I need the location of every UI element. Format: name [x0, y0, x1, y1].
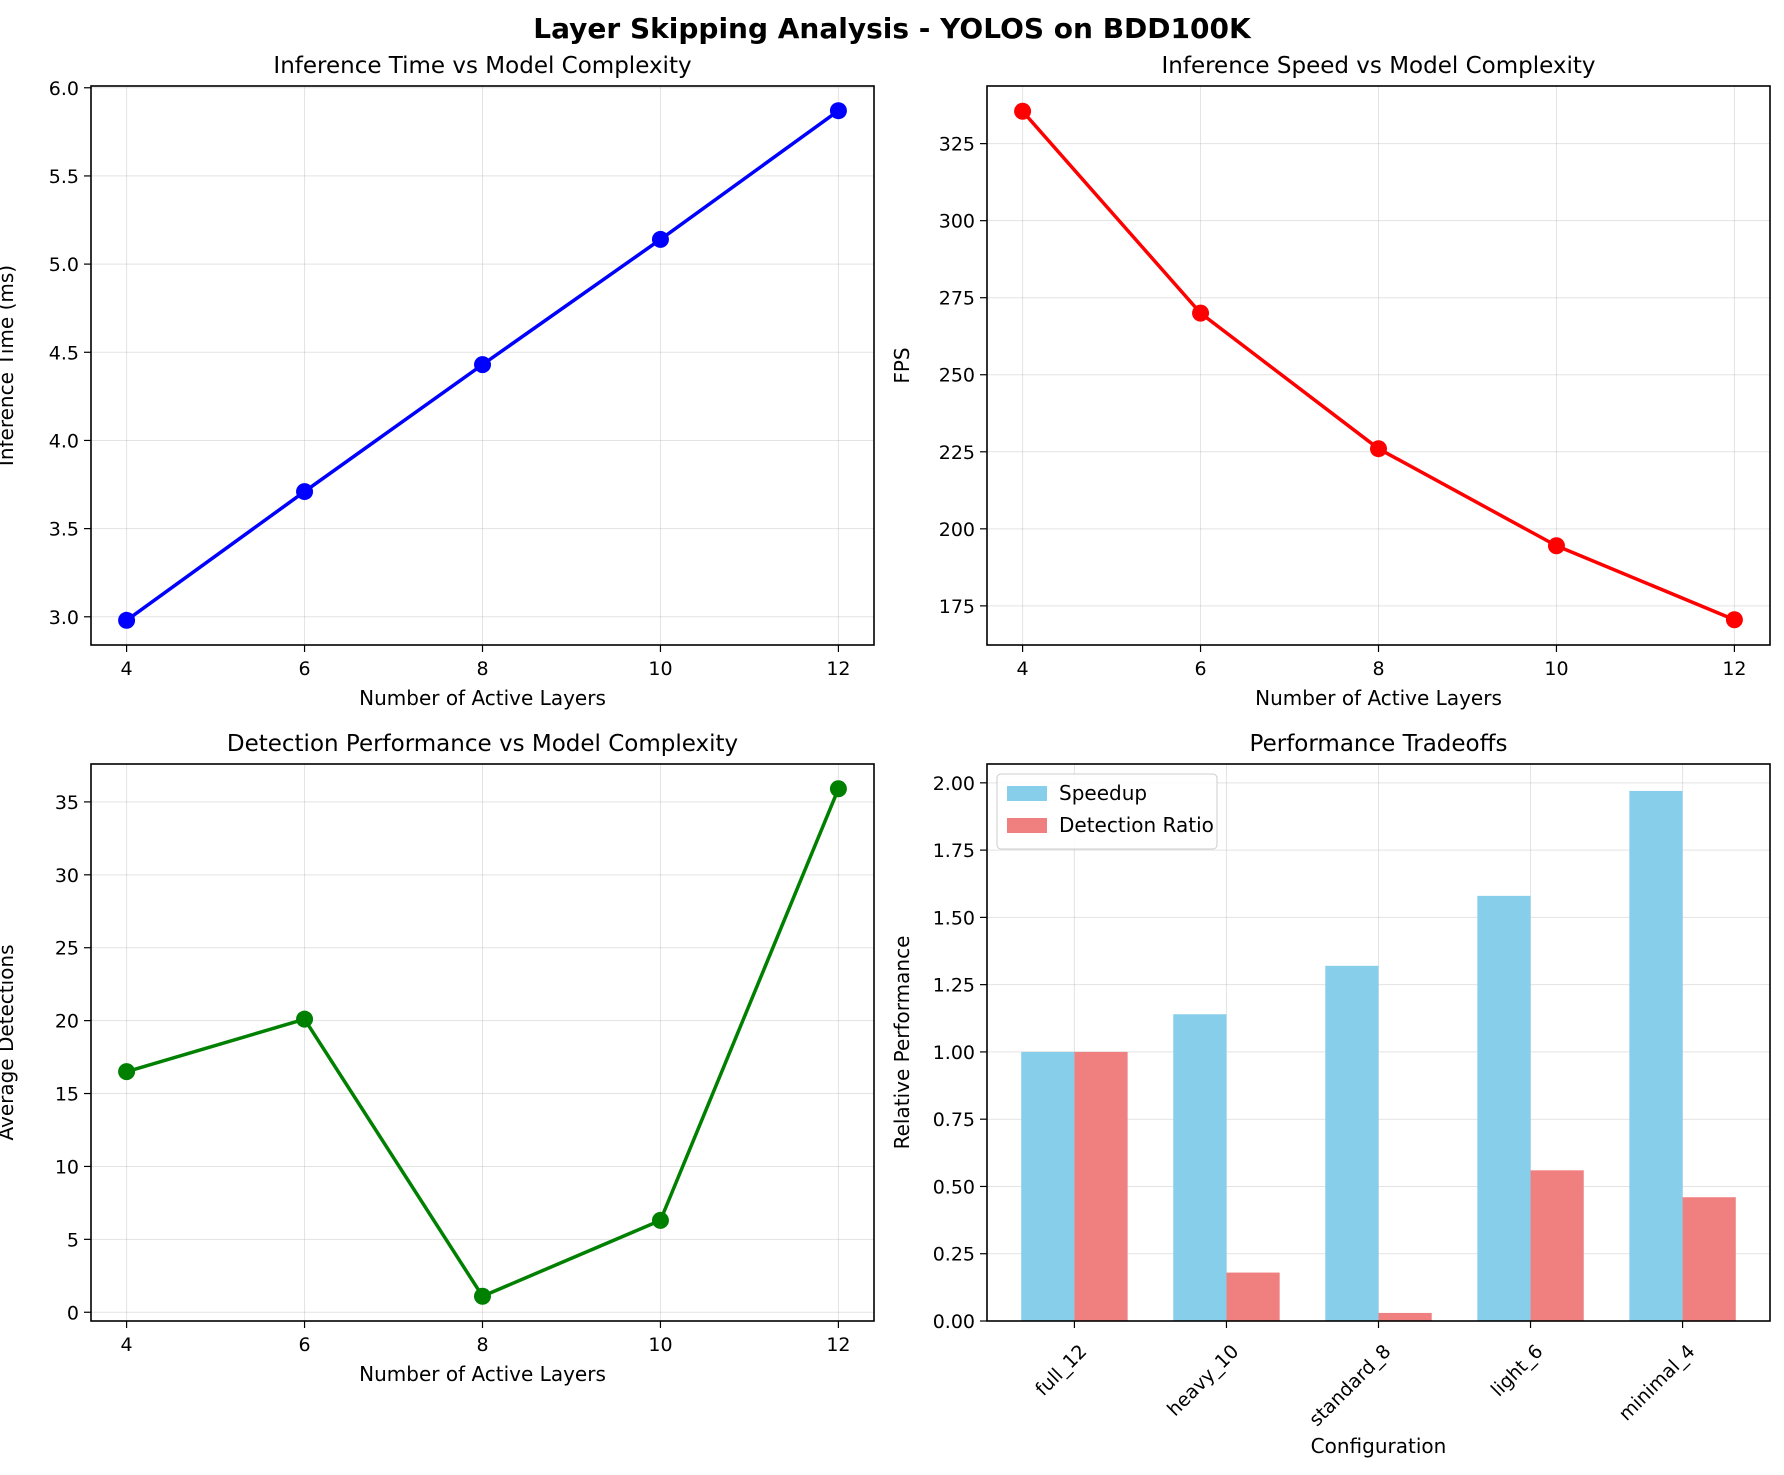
inference-speed-y-tick-label: 275: [939, 288, 975, 310]
detection-performance-y-tick-label: 20: [55, 1011, 79, 1033]
performance-tradeoffs-y-tick-label: 1.00: [933, 1042, 975, 1064]
detection-performance-title: Detection Performance vs Model Complexit…: [227, 731, 738, 757]
performance-tradeoffs-y-axis-label: Relative Performance: [890, 936, 914, 1150]
performance-tradeoffs-y-tick-label: 2.00: [933, 773, 975, 795]
inference-speed-y-tick-label: 225: [939, 442, 975, 464]
detection-performance-x-tick-label: 4: [121, 1334, 133, 1356]
detection-performance-data-point: [474, 1287, 491, 1305]
inference-speed-data-point: [1192, 304, 1210, 322]
detection-performance-y-tick-label: 25: [55, 938, 79, 960]
inference-speed-x-tick-label: 6: [1194, 658, 1206, 680]
inference-time-x-tick-label: 4: [121, 658, 133, 680]
inference-time-x-tick-label: 12: [826, 658, 850, 680]
performance-tradeoffs-y-tick-label: 0.00: [933, 1311, 975, 1333]
inference-speed-x-tick-label: 10: [1544, 658, 1568, 680]
inference-speed-y-tick-label: 175: [939, 596, 975, 618]
inference-speed-x-tick-label: 8: [1372, 658, 1384, 680]
detection-performance-y-tick-label: 0: [67, 1302, 79, 1324]
performance-tradeoffs-y-tick-label: 1.75: [933, 840, 975, 862]
inference-speed-y-axis-label: FPS: [890, 347, 914, 383]
inference-speed-title: Inference Speed vs Model Complexity: [1162, 53, 1596, 79]
detection-performance-y-axis-label: Average Detections: [0, 944, 18, 1140]
inference-time-y-tick-label: 6.0: [49, 78, 79, 100]
inference-time-x-axis-label: Number of Active Layers: [359, 686, 606, 710]
performance-tradeoffs-bar-speedup: [1173, 1014, 1227, 1321]
performance-tradeoffs-legend-swatch: [1007, 818, 1047, 833]
inference-speed-y-tick-label: 250: [939, 365, 975, 387]
detection-performance-axes-frame: [90, 763, 875, 1322]
performance-tradeoffs-bar-speedup: [1325, 965, 1379, 1321]
detection-performance-x-tick-label: 6: [298, 1334, 310, 1356]
detection-performance-y-tick-label: 10: [55, 1156, 79, 1178]
inference-speed-y-tick-label: 300: [939, 211, 975, 233]
performance-tradeoffs-legend-label: Detection Ratio: [1059, 813, 1214, 837]
performance-tradeoffs-legend-swatch: [1007, 786, 1047, 801]
performance-tradeoffs-y-tick-label: 0.25: [933, 1244, 975, 1266]
performance-tradeoffs-x-axis-label: Configuration: [1311, 1434, 1447, 1458]
inference-time-chart: Inference Time vs Model Complexity 3.0 3.5…: [0, 53, 875, 710]
inference-time-y-tick-label: 3.5: [49, 519, 79, 541]
inference-time-axes-frame: [90, 85, 875, 646]
performance-tradeoffs-bar-speedup: [1629, 790, 1683, 1321]
inference-time-x-tick-label: 8: [476, 658, 488, 680]
inference-time-data-point: [118, 611, 136, 629]
inference-speed-data-point: [1725, 611, 1743, 629]
inference-speed-chart: Inference Speed vs Model Complexity 175 20…: [890, 53, 1771, 710]
inference-speed-y-tick-label: 200: [939, 519, 975, 541]
figure-title: Layer Skipping Analysis - YOLOS on BDD10…: [533, 12, 1252, 45]
detection-performance-y-tick-label: 15: [55, 1084, 79, 1106]
performance-tradeoffs-legend-frame: [996, 773, 1218, 850]
performance-tradeoffs-bar-detection-ratio: [1074, 1051, 1128, 1321]
inference-speed-data-point: [1547, 537, 1565, 555]
performance-tradeoffs-y-tick-label: 0.50: [933, 1176, 975, 1198]
inference-time-y-tick-label: 4.5: [49, 342, 79, 364]
detection-performance-x-tick-label: 8: [476, 1334, 488, 1356]
performance-tradeoffs-bar-detection-ratio: [1226, 1272, 1280, 1321]
inference-time-data-point: [651, 230, 669, 248]
inference-time-data-point: [296, 483, 314, 501]
inference-speed-x-tick-label: 4: [1017, 658, 1029, 680]
detection-performance-x-tick-label: 12: [826, 1334, 850, 1356]
inference-time-y-tick-label: 4.0: [49, 430, 79, 452]
performance-tradeoffs-bar-detection-ratio: [1682, 1197, 1736, 1321]
inference-time-y-tick-label: 5.0: [49, 254, 79, 276]
performance-tradeoffs-bar-speedup: [1021, 1051, 1075, 1321]
detection-performance-y-tick-label: 35: [55, 792, 79, 814]
detection-performance-data-point: [118, 1063, 136, 1081]
inference-time-title: Inference Time vs Model Complexity: [273, 53, 691, 79]
performance-tradeoffs-legend: Speedup Detection Ratio: [996, 773, 1218, 850]
detection-performance-data-point: [296, 1010, 314, 1028]
inference-time-x-tick-label: 6: [298, 658, 310, 680]
inference-speed-x-axis-label: Number of Active Layers: [1255, 686, 1502, 710]
performance-tradeoffs-y-tick-label: 1.25: [933, 975, 975, 997]
performance-tradeoffs-legend-label: Speedup: [1059, 781, 1147, 805]
performance-tradeoffs-bar-detection-ratio: [1378, 1312, 1432, 1321]
performance-tradeoffs-y-tick-label: 0.75: [933, 1109, 975, 1131]
inference-speed-data-point: [1370, 440, 1387, 458]
performance-tradeoffs-axes-frame: [986, 763, 1771, 1322]
inference-time-y-axis-label: Inference Time (ms): [0, 265, 18, 466]
inference-speed-data-point: [1014, 102, 1032, 120]
inference-time-data-point: [829, 102, 847, 120]
detection-performance-x-axis-label: Number of Active Layers: [359, 1362, 606, 1386]
detection-performance-chart: Detection Performance vs Model Complexit…: [0, 731, 875, 1386]
performance-tradeoffs-y-tick-label: 1.50: [933, 907, 975, 929]
performance-tradeoffs-bar-speedup: [1477, 895, 1531, 1321]
inference-speed-x-tick-label: 12: [1722, 658, 1746, 680]
performance-tradeoffs-title: Performance Tradeoffs: [1250, 731, 1508, 757]
detection-performance-data-point: [651, 1211, 669, 1229]
detection-performance-data-point: [829, 780, 847, 798]
inference-time-y-tick-label: 5.5: [49, 166, 79, 188]
inference-time-x-tick-label: 10: [648, 658, 672, 680]
performance-tradeoffs-bar-detection-ratio: [1530, 1170, 1584, 1321]
detection-performance-x-tick-label: 10: [648, 1334, 672, 1356]
inference-time-data-point: [474, 356, 491, 374]
inference-speed-axes-frame: [986, 85, 1771, 646]
detection-performance-y-tick-label: 30: [55, 865, 79, 887]
inference-time-y-tick-label: 3.0: [49, 607, 79, 629]
inference-speed-y-tick-label: 325: [939, 134, 975, 156]
detection-performance-y-tick-label: 5: [67, 1229, 79, 1251]
